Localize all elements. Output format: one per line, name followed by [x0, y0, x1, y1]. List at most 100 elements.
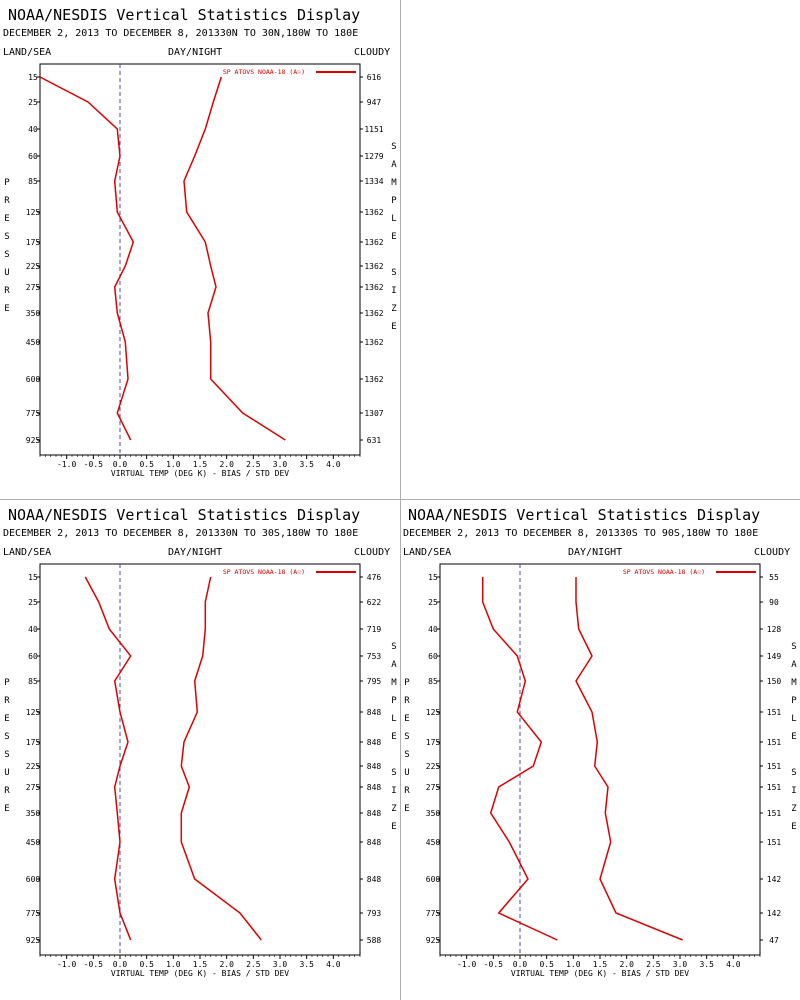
- land-sea-label: LAND/SEA: [403, 547, 452, 558]
- pressure-tick-label: 125: [426, 708, 441, 717]
- x-tick-label: 1.0: [166, 460, 181, 469]
- panel-subtitle: DECEMBER 2, 2013 TO DECEMBER 8, 201330S …: [403, 528, 759, 539]
- sample-axis-letter: P: [791, 696, 797, 706]
- sample-axis-letter: A: [791, 660, 797, 670]
- pressure-axis-letter: P: [404, 678, 410, 688]
- x-tick-label: 4.0: [726, 960, 741, 969]
- sample-size-label: 622: [367, 598, 382, 607]
- vertical-profile-chart: -1.0 -0.5 0.0 0.5 1.0 1.5 2.0 2.5 3.0 3.5 4.0 VIRTU…: [404, 563, 797, 978]
- panel-divider-vertical: [400, 0, 401, 1000]
- pressure-tick-label: 275: [26, 283, 41, 292]
- pressure-tick-label: 175: [426, 738, 441, 747]
- panel-subtitle: DECEMBER 2, 2013 TO DECEMBER 8, 201330N …: [3, 528, 359, 539]
- panel-bottom-left: NOAA/NESDIS Vertical Statistics Display …: [0, 500, 400, 1000]
- x-tick-label: -0.5: [84, 460, 103, 469]
- size-axis-letter: S: [391, 268, 396, 278]
- vertical-profile-chart: -1.0 -0.5 0.0 0.5 1.0 1.5 2.0 2.5 3.0 3.5 4.0 VIRTU…: [4, 63, 397, 478]
- x-tick-label: -1.0: [57, 460, 76, 469]
- pressure-axis-letter: U: [4, 268, 9, 278]
- panel-subtitle: DECEMBER 2, 2013 TO DECEMBER 8, 201330N …: [3, 28, 359, 39]
- pressure-tick-label: 450: [26, 838, 41, 847]
- land-sea-label: LAND/SEA: [3, 47, 52, 58]
- day-night-label: DAY/NIGHT: [568, 547, 623, 558]
- x-tick-label: 2.0: [219, 960, 234, 969]
- sample-size-label: 1362: [364, 338, 383, 347]
- pressure-axis-letter: P: [4, 678, 10, 688]
- sample-size-label: 848: [367, 708, 382, 717]
- sample-size-label: 1362: [364, 283, 383, 292]
- sample-size-label: 1279: [364, 152, 383, 161]
- series-line-std-dev: [180, 576, 262, 941]
- panel-background: [400, 500, 800, 1000]
- size-axis-letter: Z: [791, 804, 797, 814]
- panel-background: [0, 0, 400, 500]
- sample-axis-letter: L: [391, 214, 396, 224]
- sample-axis-letter: E: [391, 232, 396, 242]
- cloudy-label: CLOUDY: [754, 547, 791, 558]
- pressure-tick-label: 925: [426, 936, 441, 945]
- day-night-label: DAY/NIGHT: [168, 47, 223, 58]
- x-tick-label: 3.5: [299, 460, 314, 469]
- pressure-tick-label: 275: [26, 783, 41, 792]
- x-tick-label: 2.5: [246, 460, 261, 469]
- x-tick-label: 0.5: [539, 960, 554, 969]
- sample-size-label: 1334: [364, 177, 383, 186]
- size-axis-letter: Z: [391, 304, 397, 314]
- sample-size-label: 90: [769, 598, 779, 607]
- pressure-tick-label: 40: [428, 625, 438, 634]
- x-tick-label: 1.5: [193, 460, 208, 469]
- sample-size-label: 142: [767, 909, 782, 918]
- pressure-tick-label: 40: [28, 625, 38, 634]
- pressure-tick-label: 350: [26, 809, 41, 818]
- pressure-tick-label: 775: [26, 909, 41, 918]
- x-tick-label: 0.0: [113, 460, 128, 469]
- pressure-tick-label: 350: [426, 809, 441, 818]
- sample-size-label: 151: [767, 762, 782, 771]
- land-sea-label: LAND/SEA: [3, 547, 52, 558]
- x-tick-label: 3.0: [273, 960, 288, 969]
- cloudy-label: CLOUDY: [354, 47, 391, 58]
- pressure-axis-letter: R: [404, 786, 410, 796]
- sample-size-label: 1362: [364, 262, 383, 271]
- x-tick-label: 0.5: [139, 460, 154, 469]
- pressure-tick-label: 40: [28, 125, 38, 134]
- sample-size-label: 719: [367, 625, 382, 634]
- pressure-tick-label: 25: [28, 598, 38, 607]
- pressure-tick-label: 225: [426, 762, 441, 771]
- pressure-axis-letter: S: [4, 732, 9, 742]
- pressure-tick-label: 925: [26, 936, 41, 945]
- legend-label: SP ATOVS NOAA-18 (A☉): [223, 68, 305, 76]
- pressure-tick-label: 450: [426, 838, 441, 847]
- pressure-tick-label: 225: [26, 262, 41, 271]
- sample-size-label: 47: [769, 936, 779, 945]
- pressure-tick-label: 85: [28, 177, 38, 186]
- x-tick-label: 4.0: [326, 960, 341, 969]
- sample-size-label: 1362: [364, 309, 383, 318]
- sample-size-label: 150: [767, 677, 782, 686]
- x-tick-label: 0.5: [139, 960, 154, 969]
- sample-axis-letter: M: [391, 178, 397, 188]
- series-line-std-dev: [575, 577, 683, 941]
- x-tick-label: 1.0: [566, 960, 581, 969]
- size-axis-letter: S: [391, 768, 396, 778]
- sample-size-label: 848: [367, 809, 382, 818]
- x-tick-label: 3.5: [699, 960, 714, 969]
- x-tick-label: 2.0: [619, 960, 634, 969]
- pressure-tick-label: 450: [26, 338, 41, 347]
- size-axis-letter: E: [391, 322, 396, 332]
- sample-axis-letter: E: [791, 732, 796, 742]
- sample-size-label: 631: [367, 436, 382, 445]
- pressure-tick-label: 125: [26, 208, 41, 217]
- x-tick-label: 2.5: [246, 960, 261, 969]
- series-line-bias: [39, 76, 135, 441]
- pressure-tick-label: 15: [428, 573, 438, 582]
- sample-axis-letter: M: [391, 678, 397, 688]
- sample-axis-letter: P: [391, 196, 397, 206]
- vertical-profile-chart: -1.0 -0.5 0.0 0.5 1.0 1.5 2.0 2.5 3.0 3.5 4.0 VIRTU…: [4, 563, 397, 978]
- cloudy-label: CLOUDY: [354, 547, 391, 558]
- sample-axis-letter: A: [391, 660, 397, 670]
- sample-size-label: 795: [367, 677, 382, 686]
- sample-size-label: 151: [767, 809, 782, 818]
- sample-axis-letter: L: [391, 714, 396, 724]
- pressure-tick-label: 15: [28, 73, 38, 82]
